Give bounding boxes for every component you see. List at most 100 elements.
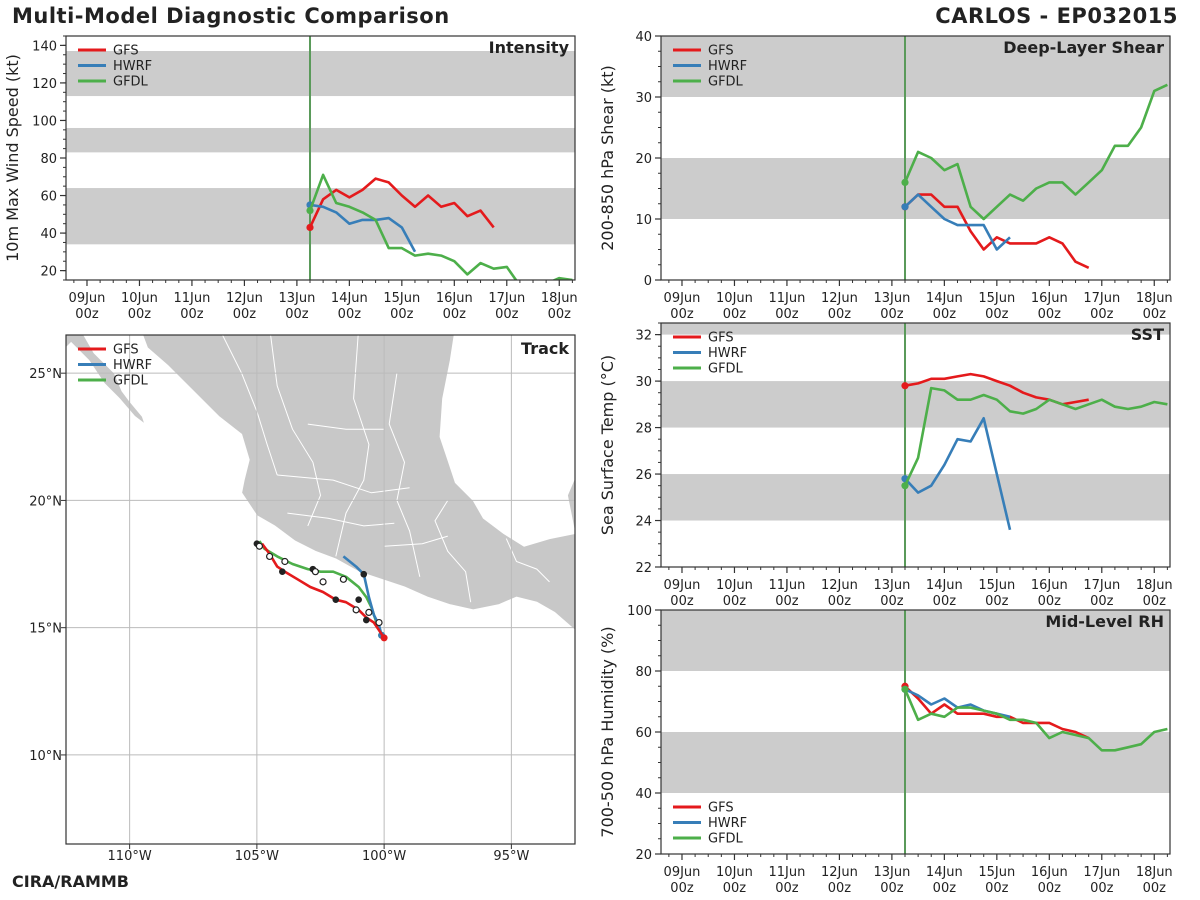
lon-tick-label: 95°W xyxy=(493,849,529,864)
x-tick-label: 12Jun xyxy=(821,291,858,306)
y-axis-label: 10m Max Wind Speed (kt) xyxy=(3,54,22,262)
x-tick-sublabel: 00z xyxy=(828,307,852,322)
series-line-gfdl xyxy=(903,386,1168,487)
y-tick-label: 80 xyxy=(40,152,57,167)
y-axis-label: 200-850 hPa Shear (kt) xyxy=(598,65,617,251)
track-marker-00z xyxy=(279,568,286,575)
lat-tick-label: 10°N xyxy=(29,749,62,764)
legend-label-gfdl: GFDL xyxy=(708,362,744,377)
y-tick-label: 0 xyxy=(644,274,652,289)
x-tick-sublabel: 00z xyxy=(233,307,257,322)
x-tick-sublabel: 00z xyxy=(775,594,799,609)
x-tick-sublabel: 00z xyxy=(985,881,1009,896)
legend-label-hwrf: HWRF xyxy=(708,816,747,831)
series-line-hwrf xyxy=(904,416,1012,531)
x-tick-label: 09Jun xyxy=(664,578,701,593)
x-tick-label: 15Jun xyxy=(978,291,1015,306)
x-tick-sublabel: 00z xyxy=(180,307,204,322)
x-tick-sublabel: 00z xyxy=(390,307,414,322)
track-marker-12z xyxy=(319,578,327,586)
series-line-hwrf xyxy=(904,193,1011,251)
x-tick-label: 12Jun xyxy=(226,291,263,306)
x-tick-label: 14Jun xyxy=(331,291,368,306)
lat-tick-label: 15°N xyxy=(29,622,62,637)
legend-label-gfs: GFS xyxy=(113,343,139,358)
state-border xyxy=(307,423,385,430)
track-marker-12z xyxy=(365,608,373,617)
x-tick-label: 09Jun xyxy=(69,291,106,306)
x-tick-sublabel: 00z xyxy=(1143,881,1167,896)
track-marker-12z xyxy=(281,557,289,566)
y-tick-label: 40 xyxy=(40,227,57,242)
series-line-hwrf xyxy=(309,203,417,253)
y-tick-label: 24 xyxy=(635,515,652,530)
x-tick-sublabel: 00z xyxy=(775,307,799,322)
storm-id: CARLOS - EP032015 xyxy=(935,4,1178,28)
x-tick-label: 10Jun xyxy=(716,291,753,306)
y-tick-label: 26 xyxy=(635,468,652,483)
y-axis-label: Sea Surface Temp (°C) xyxy=(598,355,617,535)
x-tick-sublabel: 00z xyxy=(1038,594,1062,609)
x-tick-label: 14Jun xyxy=(926,865,963,880)
x-tick-sublabel: 00z xyxy=(285,307,309,322)
x-tick-sublabel: 00z xyxy=(495,307,519,322)
x-tick-sublabel: 00z xyxy=(1090,307,1114,322)
x-tick-sublabel: 00z xyxy=(1038,307,1062,322)
series-line-gfdl xyxy=(308,173,573,280)
legend-label-hwrf: HWRF xyxy=(708,346,747,361)
x-tick-label: 17Jun xyxy=(1083,865,1120,880)
map-content xyxy=(66,335,575,844)
x-tick-sublabel: 00z xyxy=(775,881,799,896)
x-tick-sublabel: 00z xyxy=(128,307,152,322)
track-marker-12z xyxy=(352,606,360,614)
page-title: Multi-Model Diagnostic Comparison xyxy=(12,4,450,28)
x-tick-label: 10Jun xyxy=(121,291,158,306)
x-tick-label: 13Jun xyxy=(873,865,910,880)
x-tick-sublabel: 00z xyxy=(548,307,572,322)
y-tick-label: 28 xyxy=(635,422,652,437)
track-marker-00z xyxy=(332,596,340,603)
band-2 xyxy=(66,51,575,97)
series-start-point-gfs xyxy=(306,223,314,232)
track-marker-00z xyxy=(355,596,362,603)
x-tick-label: 16Jun xyxy=(436,291,473,306)
state-border xyxy=(434,500,472,603)
x-tick-label: 18Jun xyxy=(1136,865,1173,880)
legend-label-gfs: GFS xyxy=(708,331,734,346)
lon-tick-label: 110°W xyxy=(108,849,152,864)
x-tick-sublabel: 00z xyxy=(75,307,99,322)
panel-title: Mid-Level RH xyxy=(1045,612,1164,631)
state-border xyxy=(384,535,448,547)
x-tick-label: 10Jun xyxy=(716,865,753,880)
track-start-gfs xyxy=(380,634,388,642)
x-tick-label: 14Jun xyxy=(926,578,963,593)
y-tick-label: 120 xyxy=(32,77,57,92)
x-tick-label: 10Jun xyxy=(716,578,753,593)
x-tick-sublabel: 00z xyxy=(933,307,957,322)
band-0 xyxy=(661,158,1170,219)
x-tick-sublabel: 00z xyxy=(985,594,1009,609)
x-tick-sublabel: 00z xyxy=(723,594,747,609)
series-line-gfs xyxy=(904,685,1090,740)
y-tick-label: 60 xyxy=(635,726,652,741)
series-line-gfs xyxy=(904,193,1090,269)
x-tick-label: 18Jun xyxy=(1136,291,1173,306)
y-tick-label: 30 xyxy=(635,91,652,106)
x-tick-sublabel: 00z xyxy=(1143,594,1167,609)
series-line-gfdl xyxy=(903,83,1168,221)
legend-label-gfdl: GFDL xyxy=(708,75,744,90)
x-tick-sublabel: 00z xyxy=(670,594,694,609)
legend-label-gfs: GFS xyxy=(708,801,734,816)
series-line-gfs xyxy=(308,177,495,229)
x-tick-sublabel: 00z xyxy=(443,307,467,322)
series-line-gfdl xyxy=(903,688,1168,752)
x-tick-label: 18Jun xyxy=(1136,578,1173,593)
x-tick-label: 16Jun xyxy=(1031,578,1068,593)
track-marker-12z xyxy=(311,568,320,576)
panel-frame xyxy=(660,322,1171,568)
legend-label-hwrf: HWRF xyxy=(113,358,152,373)
band-1 xyxy=(661,610,1170,671)
x-tick-label: 15Jun xyxy=(978,578,1015,593)
band-1 xyxy=(661,36,1170,97)
